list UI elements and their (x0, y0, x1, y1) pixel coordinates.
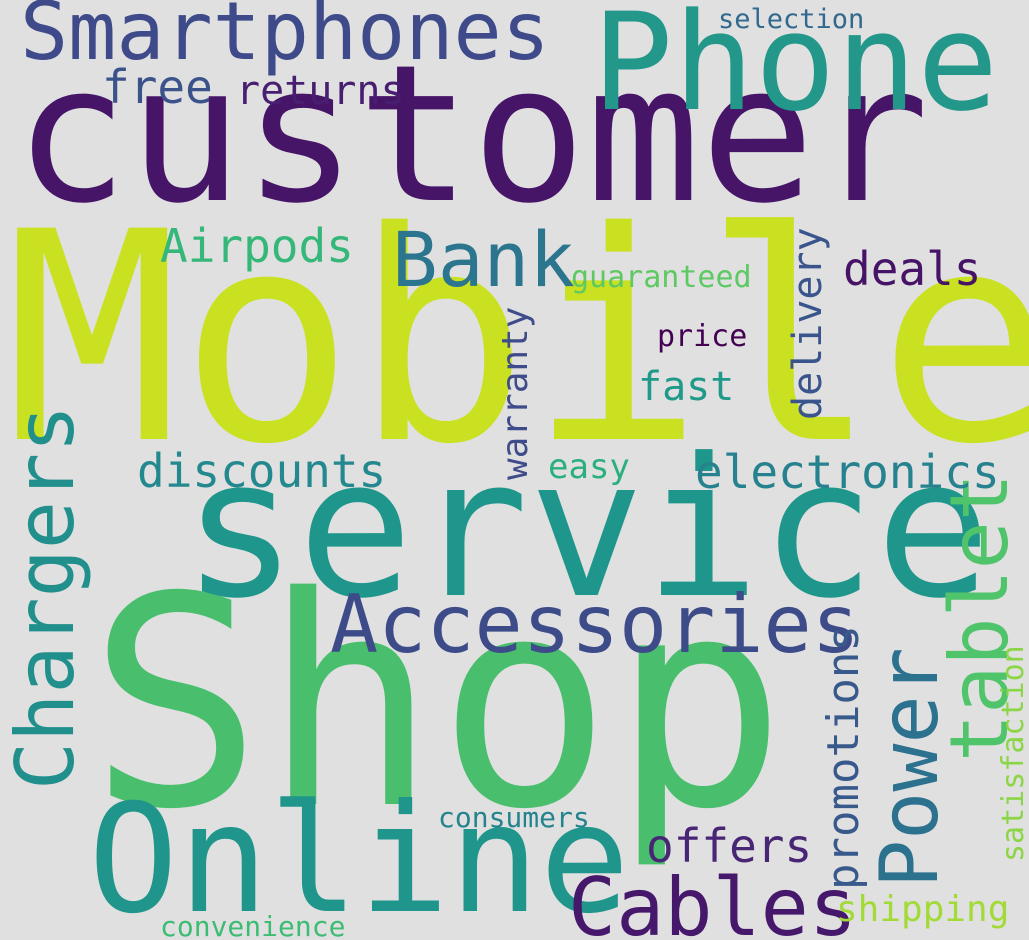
word-cables: Cables (568, 861, 857, 940)
word-easy: easy (548, 447, 630, 487)
word-mobile: Mobile (5, 171, 1029, 508)
word-shop: Shop (88, 536, 787, 873)
word-phone: Phone (592, 0, 999, 141)
word-selection: selection (718, 4, 865, 35)
word-convenience: convenience (160, 910, 346, 940)
word-free: free (102, 60, 213, 114)
word-shipping: shipping (836, 889, 1010, 930)
word-customer: customer (14, 24, 930, 245)
word-returns: returns (236, 68, 405, 114)
word-delivery: delivery (785, 227, 831, 420)
word-airpods: Airpods (160, 219, 354, 273)
word-power: Power (863, 647, 956, 888)
word-fast: fast (638, 364, 735, 410)
word-price: price (657, 319, 748, 354)
word-promotions: promotions (818, 625, 869, 890)
word-satisfaction: satisfaction (996, 645, 1029, 862)
word-service: service (182, 418, 992, 641)
word-chargers: Chargers (0, 404, 92, 790)
word-smartphones: Smartphones (20, 0, 550, 78)
word-accessories: Accessories (330, 578, 860, 671)
word-offers: offers (646, 819, 813, 873)
word-discounts: discounts (137, 444, 387, 498)
word-guaranteed: guaranteed (571, 260, 752, 295)
word-warranty: warranty (495, 306, 536, 480)
word-bank: Bank (392, 215, 576, 304)
word-online: Online (88, 773, 630, 940)
word-deals: deals (843, 242, 982, 296)
word-electronics: electronics (695, 445, 1000, 499)
word-consumers: consumers (438, 801, 590, 834)
